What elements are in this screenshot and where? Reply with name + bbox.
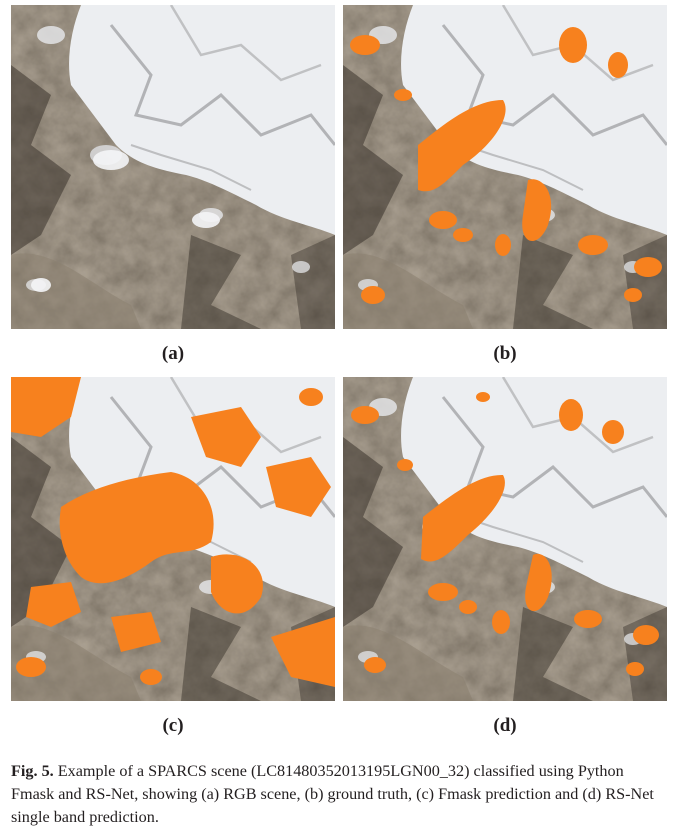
rs-net-prediction-image [343,377,667,701]
panel-a-rgb-scene [11,5,335,329]
figure-number: Fig. 5. [11,762,54,780]
panel-c-fmask-prediction [11,377,335,701]
panel-c-label: (c) [162,715,184,736]
panel-d-label: (d) [493,715,517,736]
panel-b-label: (b) [493,343,517,364]
panel-a-label: (a) [161,343,185,364]
figure-caption: Fig. 5. Example of a SPARCS scene (LC814… [11,760,666,829]
rgb-scene-image [11,5,335,329]
panel-d-rs-net-prediction [343,377,667,701]
panel-b-ground-truth [343,5,667,329]
caption-text: Example of a SPARCS scene (LC81480352013… [11,762,654,826]
ground-truth-image [343,5,667,329]
fmask-prediction-image [11,377,335,701]
